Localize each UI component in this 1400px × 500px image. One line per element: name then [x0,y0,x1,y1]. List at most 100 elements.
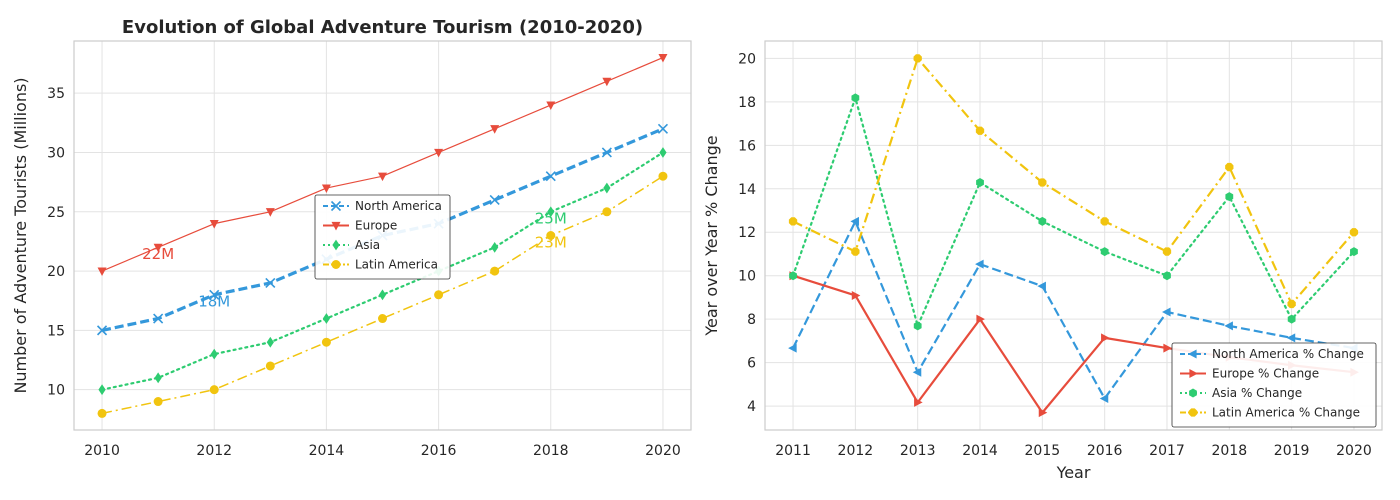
data-point [153,243,163,253]
data-point [490,266,500,276]
legend: North America Europe Asia Latin America [314,194,451,280]
legend-label: North America % Change [1212,347,1364,361]
data-point [851,93,860,103]
data-point [489,194,500,205]
data-point [1224,321,1233,331]
x-tick-label: 2020 [1336,443,1372,459]
data-point [154,372,162,384]
legend-label: North America [355,199,442,213]
series-north-america-change [788,216,1358,403]
data-point [1100,217,1109,226]
x-tick-label: 2018 [1211,443,1247,459]
data-point [1287,314,1296,324]
series-latin-america [97,171,668,418]
data-point [434,148,444,158]
data-annotation: 18M [198,293,230,311]
data-point [976,177,984,187]
data-point [658,54,668,63]
legend-marker [332,239,340,251]
data-point [98,384,106,396]
series-line-north-america-change [792,220,1355,400]
legend-label: Latin America % Change [1212,406,1360,420]
y-tick-label: 16 [738,138,756,154]
data-point [547,206,555,218]
data-point [210,348,218,360]
x-tick-label: 2016 [1087,443,1123,459]
x-tick-label: 2019 [1274,443,1310,459]
x-tick-label: 2012 [838,443,874,459]
data-point [1038,408,1048,418]
data-point [378,314,387,324]
data-point [1350,247,1358,257]
legend-label: Latin America [355,258,438,272]
legend-box [314,194,451,280]
legend: North America % Change Europe % Change Asi… [1171,342,1377,428]
data-point [1037,281,1046,291]
legend-label: Europe [355,219,397,233]
tick-labels: 4 6 8 10 12 14 16 18 20 2011 2012 2013 2014 2015 2016 2… [738,51,1372,459]
legend-label: Asia [355,238,380,252]
legend-label: Europe % Change [1212,367,1319,381]
legend-marker [1189,388,1197,398]
series-line-asia-change [791,96,1356,328]
data-point [322,313,331,324]
data-point [546,231,556,240]
data-point [1286,333,1296,343]
y-tick-label: 20 [738,51,756,67]
y-tick-label: 25 [47,205,65,221]
data-point [1163,343,1172,353]
x-tick-label: 2015 [1025,443,1061,459]
data-point [851,290,861,300]
data-point [265,208,275,217]
legend-marker [1189,369,1198,378]
data-point [1162,247,1172,256]
data-point [1225,192,1234,202]
data-point [546,101,556,110]
series-europe [97,54,668,277]
y-tick-label: 6 [747,356,756,372]
legend-label: Asia % Change [1212,386,1302,400]
x-tick-label: 2020 [645,443,681,459]
y-tick-label: 14 [738,182,756,198]
y-tick-label: 30 [47,145,65,161]
data-annotation: 22M [142,245,174,263]
data-point [1163,271,1171,281]
data-point [265,277,276,289]
y-tick-label: 20 [47,264,65,280]
data-point [1225,162,1234,172]
data-point [378,172,387,182]
tick-labels: 10 15 20 25 30 35 2010 2012 2014 2016 2018 2020 [47,86,681,459]
series-latin-america-change [788,54,1359,309]
data-point [321,184,331,194]
axes-frame [73,40,692,431]
data-point [378,289,387,301]
data-point [209,220,219,229]
legend-box [1171,342,1377,428]
data-point [434,290,444,300]
data-point [601,147,612,158]
data-point [657,123,669,134]
y-tick-label: 35 [47,86,65,102]
data-point [851,247,860,256]
data-point [1100,247,1109,257]
data-point [321,337,331,347]
x-tick-label: 2013 [900,443,936,459]
data-point [1349,228,1359,237]
data-point [788,343,797,353]
data-point [850,216,859,226]
y-tick-label: 18 [738,95,756,111]
data-point [975,126,985,135]
data-point [659,147,667,158]
series-asia-change [789,93,1358,331]
x-tick-label: 2010 [84,443,120,459]
x-tick-label: 2017 [1149,443,1185,459]
y-tick-label: 10 [47,383,65,399]
legend-marker [1188,408,1198,417]
y-tick-label: 12 [738,225,756,241]
series-line-latin-america-change [792,57,1355,306]
data-point [490,125,500,134]
data-point [209,289,220,300]
data-point [97,267,107,277]
